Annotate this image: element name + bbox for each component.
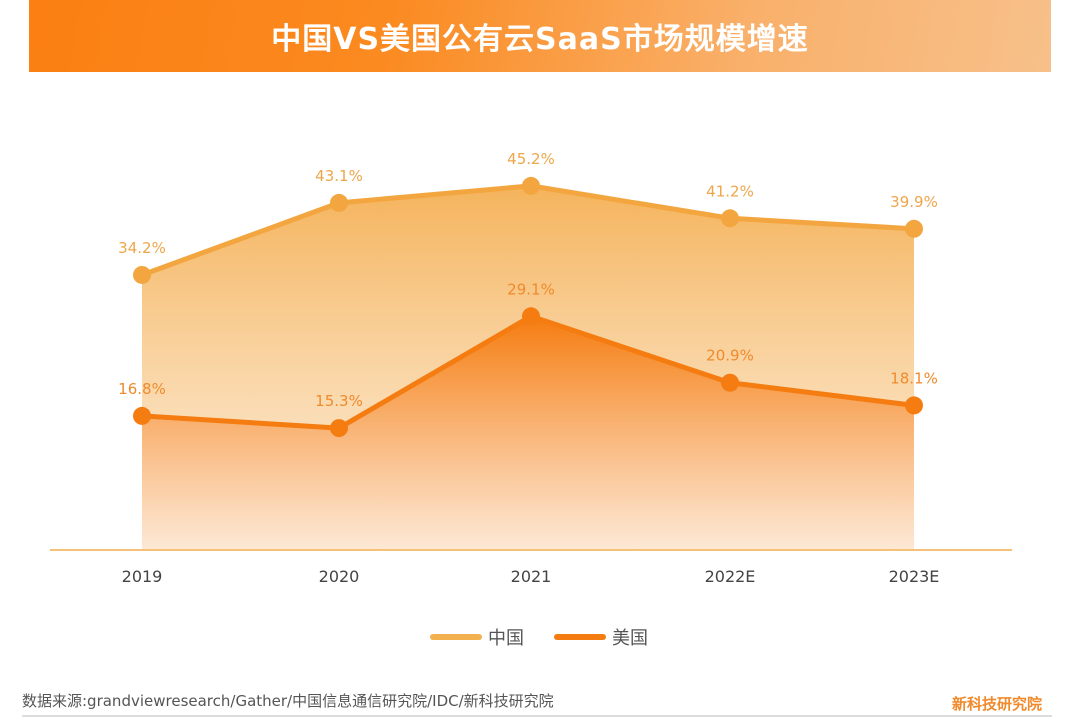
data-point <box>522 176 540 195</box>
data-label: 39.9% <box>890 193 938 211</box>
data-label: 43.1% <box>315 167 363 185</box>
legend-label: 中国 <box>488 628 524 649</box>
data-label: 15.3% <box>315 392 363 410</box>
data-label: 41.2% <box>706 182 754 200</box>
data-point <box>905 219 923 238</box>
source-note: 数据来源:grandviewresearch/Gather/中国信息通信研究院/… <box>22 692 554 710</box>
x-tick-label: 2020 <box>319 567 360 586</box>
data-point <box>133 265 151 284</box>
data-point <box>522 307 540 326</box>
area-1 <box>142 316 914 550</box>
data-point <box>905 396 923 415</box>
legend-label: 美国 <box>612 628 648 649</box>
data-label: 45.2% <box>507 150 555 168</box>
data-label: 16.8% <box>118 380 166 398</box>
data-label: 20.9% <box>706 347 754 365</box>
title-banner: 中国VS美国公有云SaaS市场规模增速 <box>29 0 1051 72</box>
brand-logo-text: 新科技研究院 <box>951 695 1042 713</box>
data-point <box>721 209 739 228</box>
data-label: 29.1% <box>507 280 555 298</box>
chart-title: 中国VS美国公有云SaaS市场规模增速 <box>271 22 809 57</box>
x-tick-label: 2021 <box>511 567 552 586</box>
legend-swatch <box>554 634 606 640</box>
legend-item-china[interactable]: 中国 <box>430 624 524 650</box>
data-label: 18.1% <box>890 369 938 387</box>
data-label: 34.2% <box>118 239 166 257</box>
legend-item-usa[interactable]: 美国 <box>554 624 648 650</box>
data-point <box>330 193 348 212</box>
data-point <box>330 419 348 438</box>
legend: 中国 美国 <box>430 624 648 650</box>
divider <box>22 715 1052 717</box>
x-tick-label: 2023E <box>889 567 940 586</box>
legend-swatch <box>430 634 482 640</box>
x-tick-label: 2022E <box>705 567 756 586</box>
data-point <box>133 406 151 425</box>
data-point <box>721 373 739 392</box>
x-tick-label: 2019 <box>122 567 163 586</box>
